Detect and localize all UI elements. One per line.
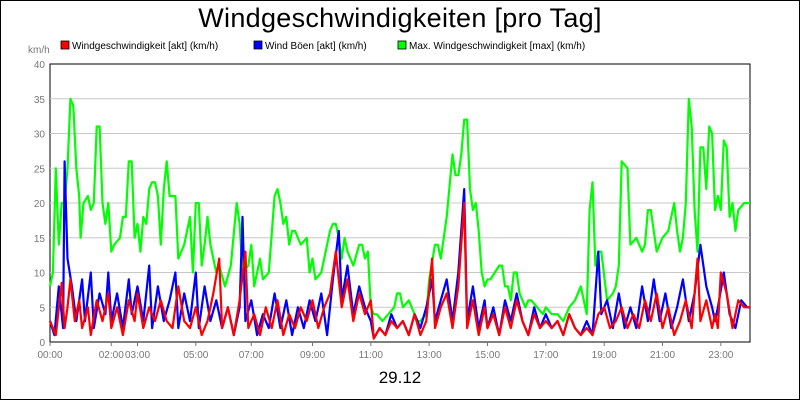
y-tick-label: 25 — [34, 164, 46, 175]
chart-title: Windgeschwindigkeiten [pro Tag] — [198, 3, 602, 33]
legend-label-1: Wind Böen [akt] (km/h) — [265, 41, 367, 52]
x-tick-label: 15:00 — [475, 350, 500, 361]
x-tick-label: 21:00 — [650, 350, 675, 361]
legend-swatch-2 — [397, 40, 407, 50]
y-axis-ticks: 0 5 10 15 20 25 30 35 40 — [34, 60, 46, 349]
legend-label-2: Max. Windgeschwindigkeit [max] (km/h) — [409, 41, 585, 52]
legend-swatch-1 — [253, 40, 263, 50]
series-layer — [48, 97, 750, 340]
legend: Windgeschwindigkeit [akt] (km/h) Wind Böe… — [60, 40, 585, 52]
x-tick-label: 19:00 — [592, 350, 617, 361]
x-tick-label: 03:00 — [125, 350, 150, 361]
x-tick-label: 13:00 — [417, 350, 442, 361]
x-axis-date-label: 29.12 — [378, 368, 422, 387]
y-tick-label: 20 — [34, 199, 46, 210]
y-tick-label: 15 — [34, 234, 46, 245]
x-tick-label: 07:00 — [239, 350, 264, 361]
y-tick-label: 10 — [34, 269, 46, 280]
x-tick-label: 05:00 — [183, 350, 208, 361]
x-axis-ticks: 00:00 02:00 03:00 05:00 07:00 09:00 11:00 13:00… — [37, 342, 734, 361]
series-line-2 — [48, 97, 750, 323]
grid — [50, 98, 750, 308]
x-tick-label: 00:00 — [37, 350, 62, 361]
legend-swatch-0 — [60, 40, 70, 50]
legend-label-0: Windgeschwindigkeit [akt] (km/h) — [72, 41, 218, 52]
x-tick-label: 02:00 — [99, 350, 124, 361]
x-tick-label: 09:00 — [300, 350, 325, 361]
y-tick-label: 30 — [34, 130, 46, 141]
y-tick-label: 35 — [34, 95, 46, 106]
x-tick-label: 23:00 — [708, 350, 733, 361]
x-tick-label: 17:00 — [533, 350, 558, 361]
y-tick-label: 40 — [34, 60, 46, 71]
y-tick-label: 5 — [39, 303, 45, 314]
x-tick-label: 11:00 — [359, 350, 384, 361]
series-line-0 — [48, 201, 750, 340]
y-tick-label: 0 — [39, 338, 45, 349]
y-axis-unit: km/h — [28, 45, 50, 56]
